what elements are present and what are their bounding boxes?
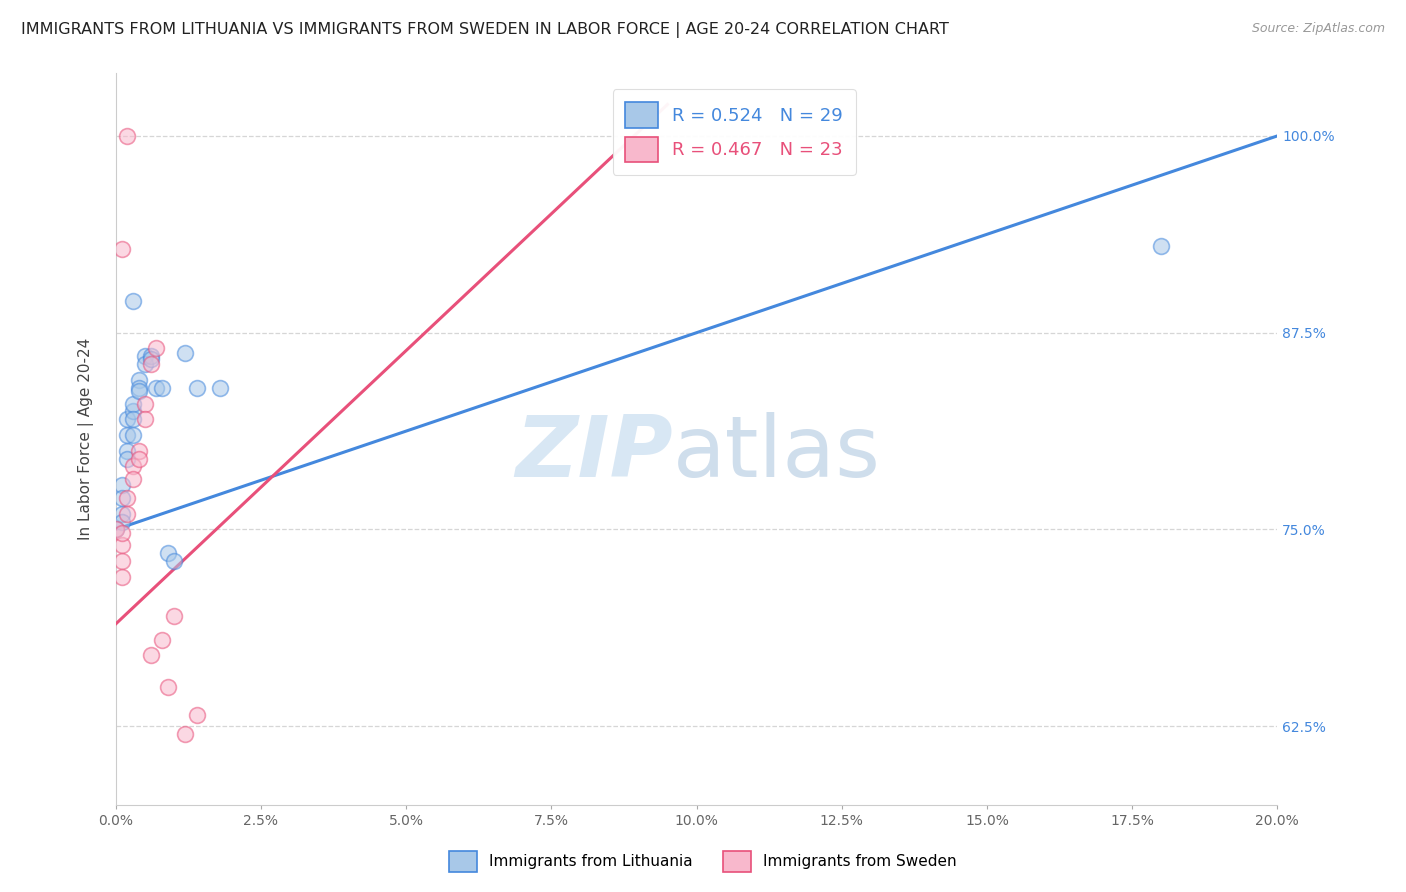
Point (122, 294, 145, 309)
Point (134, 349, 156, 363)
Point (117, 412, 139, 426)
Point (110, 491, 132, 505)
Point (174, 727, 197, 741)
Text: ZIP: ZIP (516, 412, 673, 495)
Point (157, 680, 180, 694)
Point (110, 507, 132, 521)
Point (117, 491, 139, 505)
Legend: R = 0.524   N = 29, R = 0.467   N = 23: R = 0.524 N = 29, R = 0.467 N = 23 (613, 89, 856, 175)
Point (157, 546, 180, 560)
Point (128, 451, 150, 466)
Point (122, 472, 145, 486)
Point (110, 554, 132, 568)
Point (117, 428, 139, 442)
Text: atlas: atlas (673, 412, 882, 495)
Point (139, 648, 162, 663)
Text: IMMIGRANTS FROM LITHUANIA VS IMMIGRANTS FROM SWEDEN IN LABOR FORCE | AGE 20-24 C: IMMIGRANTS FROM LITHUANIA VS IMMIGRANTS … (21, 22, 949, 38)
Point (104, 523, 127, 537)
Point (110, 538, 132, 552)
Point (128, 443, 150, 458)
Point (117, 451, 139, 466)
Point (122, 404, 145, 418)
Point (163, 609, 186, 624)
Point (139, 349, 162, 363)
Point (128, 381, 150, 395)
Point (110, 242, 132, 256)
Point (117, 128, 139, 143)
Point (122, 428, 145, 442)
Point (128, 373, 150, 387)
Point (110, 515, 132, 529)
Point (1150, 239, 1173, 253)
Point (117, 507, 139, 521)
Point (145, 381, 167, 395)
Point (110, 478, 132, 492)
Point (163, 554, 186, 568)
Point (186, 708, 208, 723)
Point (209, 381, 232, 395)
Point (145, 342, 167, 356)
Point (110, 569, 132, 583)
Point (122, 459, 145, 474)
Point (104, 523, 127, 537)
Y-axis label: In Labor Force | Age 20-24: In Labor Force | Age 20-24 (79, 338, 94, 540)
Point (139, 357, 162, 371)
Point (150, 632, 173, 647)
Point (150, 381, 173, 395)
Point (110, 525, 132, 540)
Text: Source: ZipAtlas.com: Source: ZipAtlas.com (1251, 22, 1385, 36)
Point (122, 396, 145, 410)
Point (134, 412, 156, 426)
Point (122, 412, 145, 426)
Point (134, 396, 156, 410)
Point (134, 357, 156, 371)
Point (186, 381, 208, 395)
Point (174, 346, 197, 360)
Point (128, 384, 150, 398)
Point (139, 352, 162, 367)
Point (117, 443, 139, 458)
Legend: Immigrants from Lithuania, Immigrants from Sweden: Immigrants from Lithuania, Immigrants fr… (441, 843, 965, 880)
